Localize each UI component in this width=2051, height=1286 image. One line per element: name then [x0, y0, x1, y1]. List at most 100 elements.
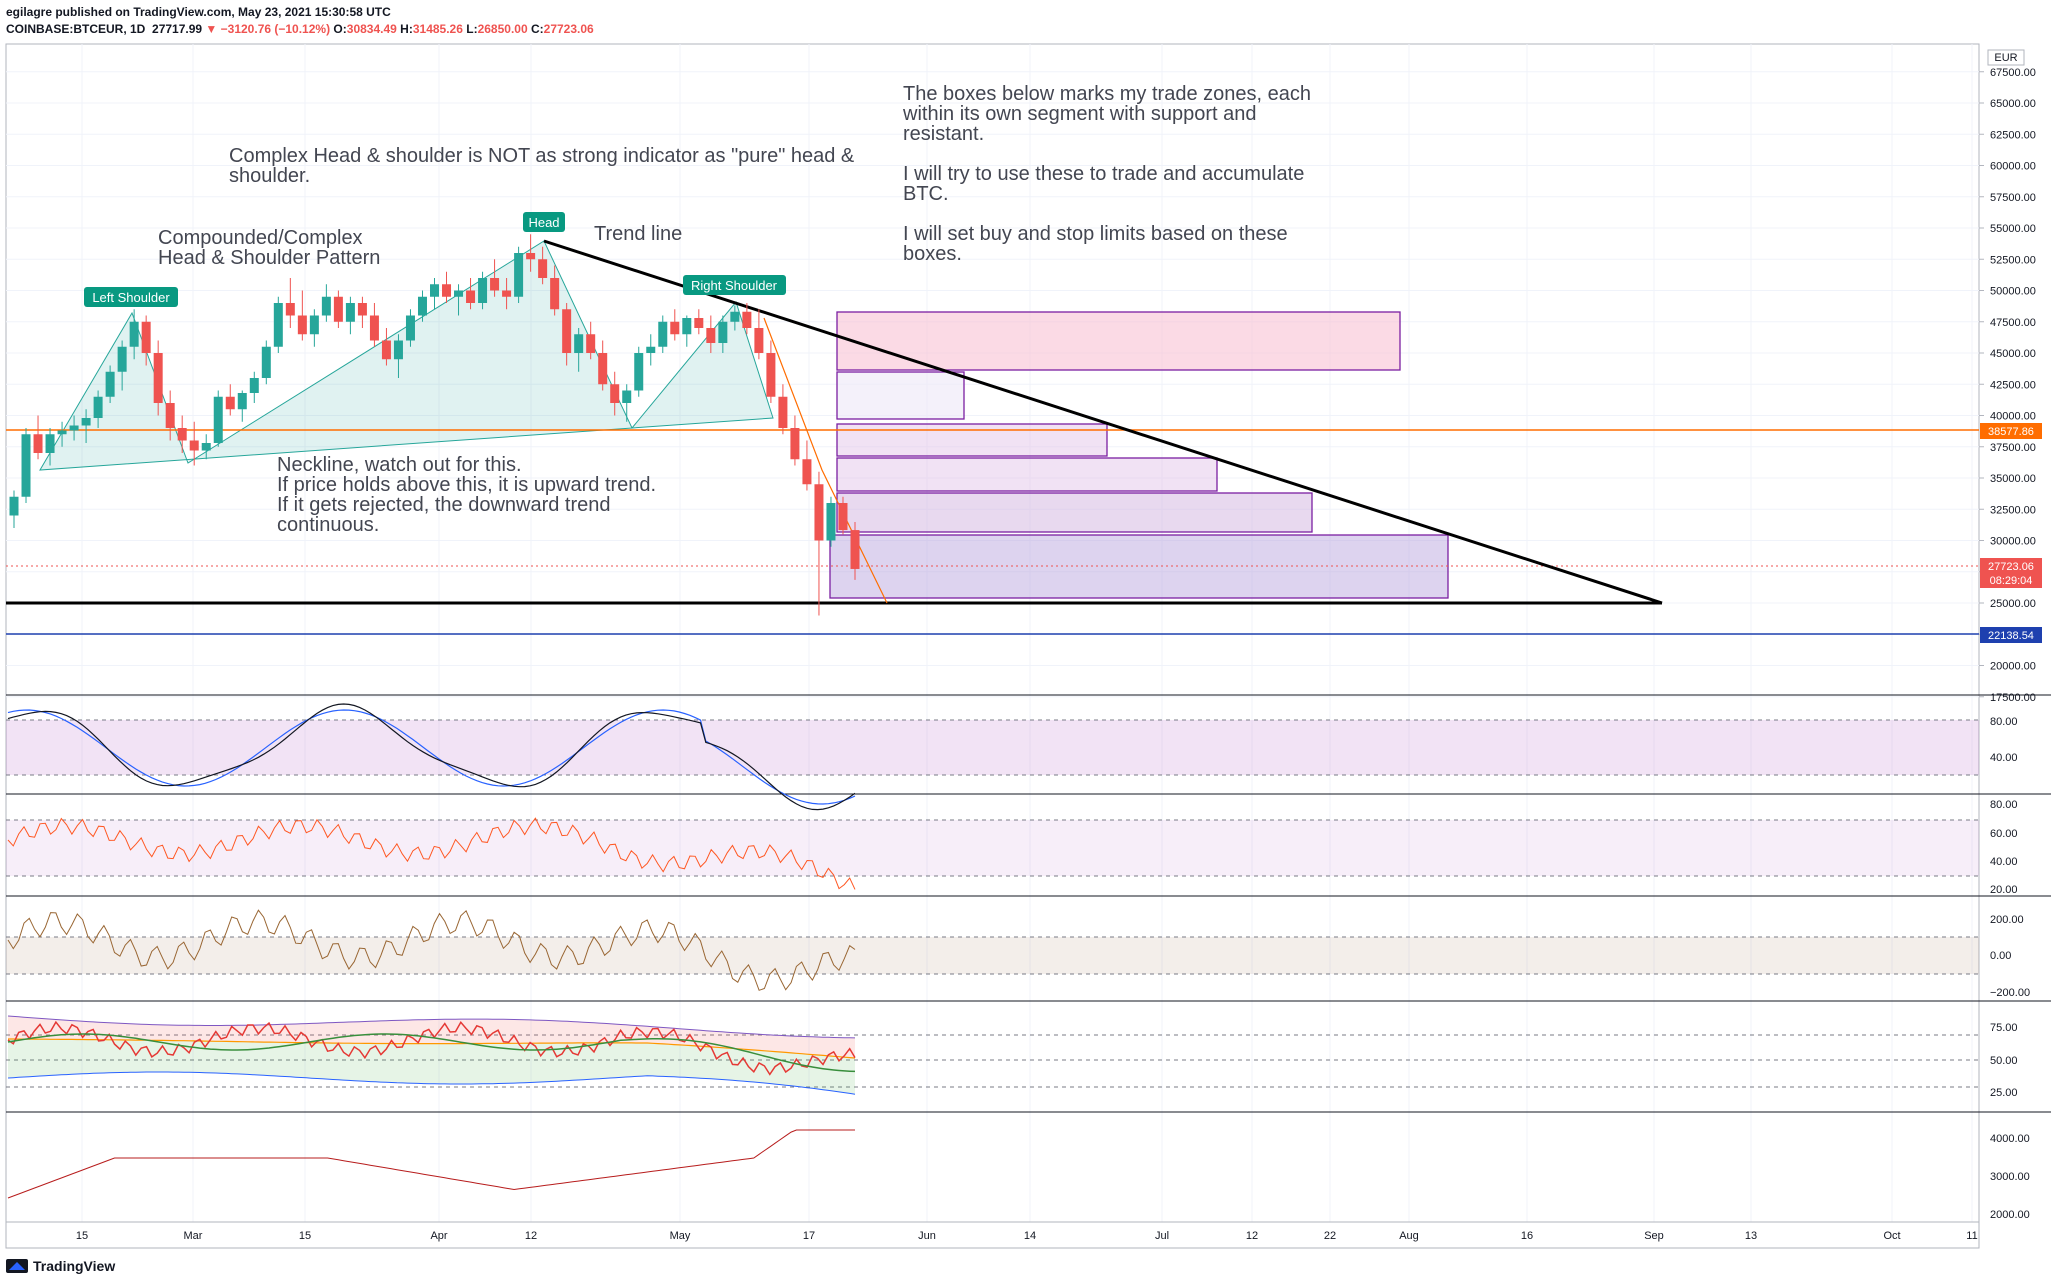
price-tick: 65000.00 — [1990, 98, 2036, 110]
candle — [658, 315, 668, 353]
candle — [790, 415, 800, 466]
candle — [454, 284, 464, 316]
trade-zone-2[interactable] — [836, 371, 965, 420]
svg-text:50.00: 50.00 — [1990, 1055, 2018, 1067]
svg-text:4000.00: 4000.00 — [1990, 1133, 2030, 1145]
indicator-axes: 80.00 40.00 80.00 60.00 40.00 20.00 200.… — [1990, 716, 2030, 1221]
price-axis[interactable]: 67500.00 65000.00 62500.00 60000.00 57500.00… — [1979, 67, 2036, 704]
candle — [754, 309, 764, 360]
candle — [81, 409, 91, 443]
time-axis[interactable]: 15 Mar 15 Apr 12 May 17 Jun 14 Jul 12 22 Aug 16 Sep 13 O… — [76, 1230, 1978, 1242]
svg-text:EUR: EUR — [1994, 52, 2017, 64]
price-tick: 42500.00 — [1990, 379, 2036, 391]
neckline-note[interactable]: Neckline, watch out for this. If price h… — [277, 454, 662, 536]
svg-text:Head: Head — [528, 215, 559, 230]
time-tick: 13 — [1745, 1230, 1757, 1242]
complex-note[interactable]: Complex Head & shoulder is NOT as strong… — [229, 145, 860, 187]
candle — [562, 303, 572, 366]
close-label: C: — [530, 22, 544, 36]
svg-text:200.00: 200.00 — [1990, 914, 2024, 926]
projection-line[interactable] — [763, 317, 888, 604]
rsi-pane[interactable] — [6, 817, 1979, 890]
trade-zone-4[interactable] — [836, 457, 1218, 492]
head-label[interactable]: Head — [523, 212, 565, 232]
candle — [165, 390, 175, 441]
left-shoulder-label[interactable]: Left Shoulder — [84, 287, 178, 307]
obv-line — [7, 1129, 855, 1199]
svg-text:−200.00: −200.00 — [1990, 987, 2030, 999]
price-tick: 62500.00 — [1990, 129, 2036, 141]
candle — [838, 496, 848, 535]
hs-pattern-fill — [39, 240, 774, 471]
time-tick: 22 — [1324, 1230, 1336, 1242]
last-price-tag: 27723.06 08:29:04 — [1980, 558, 2042, 588]
candle — [850, 521, 860, 580]
trade-zone-3[interactable] — [836, 423, 1108, 457]
price-tick: 20000.00 — [1990, 661, 2036, 673]
candle — [826, 496, 836, 547]
candle — [225, 384, 235, 416]
obv-pane[interactable] — [7, 1129, 855, 1199]
trend-line-label[interactable]: Trend line — [594, 223, 682, 245]
candle — [21, 428, 31, 503]
band-lower-line — [7, 1071, 856, 1095]
price-tick: 40000.00 — [1990, 411, 2036, 423]
price-tick: 32500.00 — [1990, 504, 2036, 516]
svg-text:27723.06: 27723.06 — [1988, 561, 2034, 573]
stoch-k-line — [7, 709, 856, 805]
svg-text:2000.00: 2000.00 — [1990, 1209, 2030, 1221]
time-tick: May — [670, 1230, 691, 1242]
price-change: −3120.76 (−10.12%) — [220, 22, 331, 36]
time-tick: 17 — [803, 1230, 815, 1242]
low-value: 26850.00 — [477, 22, 528, 36]
candle — [778, 384, 788, 435]
candle — [514, 246, 524, 303]
pattern-title[interactable]: Compounded/Complex Head & Shoulder Patte… — [158, 227, 380, 269]
trade-zones[interactable] — [829, 311, 1449, 599]
svg-text:60.00: 60.00 — [1990, 828, 2018, 840]
stoch-d-line — [7, 703, 856, 811]
low-label: L: — [466, 22, 478, 36]
currency-badge: EUR — [1987, 49, 2025, 66]
price-tick: 55000.00 — [1990, 223, 2036, 235]
candle — [502, 278, 512, 310]
candle — [574, 328, 584, 372]
candle — [237, 390, 247, 422]
trade-zone-5[interactable] — [836, 492, 1313, 533]
support-price-tag: 22138.54 — [1980, 627, 2042, 643]
candle — [766, 340, 776, 403]
cci-pane[interactable] — [6, 909, 1979, 991]
symbol-label[interactable]: COINBASE:BTCEUR, 1D — [6, 22, 146, 36]
bands-pane[interactable] — [6, 1015, 1979, 1095]
candle — [249, 371, 259, 403]
candle — [478, 271, 488, 310]
time-tick: Oct — [1883, 1230, 1900, 1242]
svg-text:40.00: 40.00 — [1990, 856, 2018, 868]
stochastic-pane[interactable] — [6, 703, 1979, 811]
candle — [129, 309, 139, 360]
time-tick: 16 — [1521, 1230, 1533, 1242]
right-shoulder-label[interactable]: Right Shoulder — [683, 275, 786, 295]
candle — [93, 390, 103, 428]
svg-text:0.00: 0.00 — [1990, 950, 2011, 962]
close-value: 27723.06 — [543, 22, 594, 36]
chart-canvas[interactable]: Left Shoulder Head Right Shoulder Comple… — [0, 0, 2051, 1250]
svg-text:22138.54: 22138.54 — [1988, 630, 2034, 642]
candle — [694, 309, 704, 335]
chart-header: egilagre published on TradingView.com, M… — [6, 4, 594, 38]
band-fast-line — [7, 1020, 856, 1076]
time-tick: Jun — [918, 1230, 936, 1242]
candle — [814, 471, 824, 616]
candle — [538, 246, 548, 285]
svg-text:3000.00: 3000.00 — [1990, 1171, 2030, 1183]
candle — [9, 490, 19, 528]
last-price: 27717.99 — [152, 22, 203, 36]
candle — [742, 303, 752, 335]
trade-zone-1[interactable] — [836, 311, 1401, 371]
trend-line[interactable] — [543, 239, 1663, 605]
trade-zones-note[interactable]: The boxes below marks my trade zones, ea… — [902, 83, 1317, 265]
svg-text:80.00: 80.00 — [1990, 799, 2018, 811]
tradingview-footer[interactable]: TradingView — [6, 1258, 115, 1274]
candle — [153, 340, 163, 416]
svg-text:Left Shoulder: Left Shoulder — [92, 290, 170, 305]
